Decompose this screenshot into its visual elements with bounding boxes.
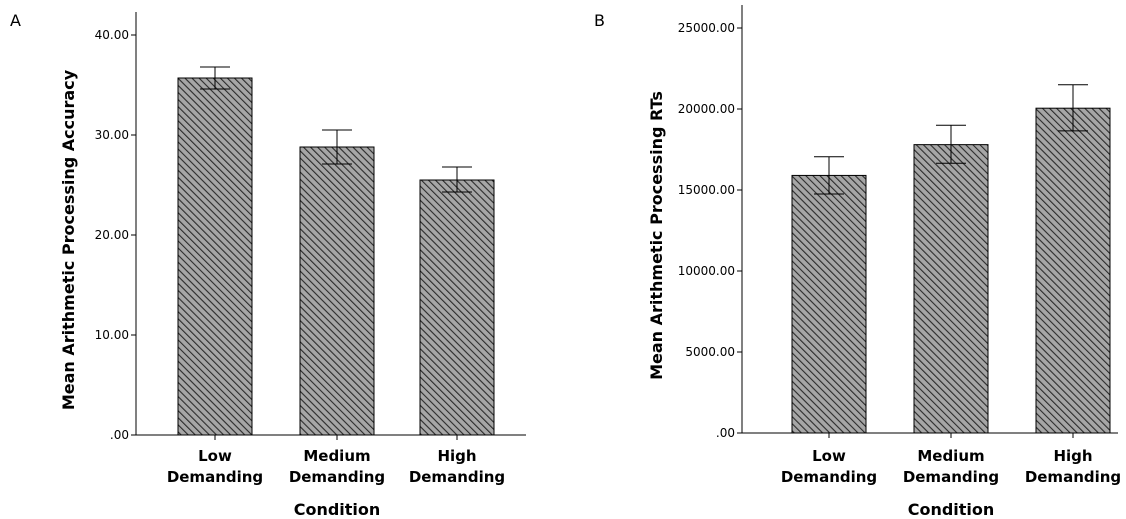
y-tick-label: .00 <box>716 426 735 440</box>
x-axis-label: Condition <box>294 500 381 519</box>
y-tick-label: 40.00 <box>95 28 129 42</box>
y-tick-label: 20000.00 <box>678 102 735 116</box>
x-tick-label: High <box>437 447 476 465</box>
x-tick-label: Demanding <box>167 468 263 486</box>
x-tick-label: Low <box>812 447 846 465</box>
y-axis-label: Mean Arithmetic Processing Accuracy <box>59 69 78 410</box>
y-tick-label: 10000.00 <box>678 264 735 278</box>
y-tick-label: 10.00 <box>95 328 129 342</box>
panel-label: A <box>10 11 21 30</box>
x-tick-label: High <box>1053 447 1092 465</box>
bar <box>177 77 253 436</box>
x-tick-label: Demanding <box>289 468 385 486</box>
x-tick-label: Demanding <box>781 468 877 486</box>
bar <box>913 144 989 434</box>
y-tick-label: 20.00 <box>95 228 129 242</box>
x-tick-label: Low <box>198 447 232 465</box>
bar <box>791 174 867 434</box>
bar <box>299 146 375 436</box>
y-tick-label: 25000.00 <box>678 21 735 35</box>
x-axis-label: Condition <box>908 500 995 519</box>
panel-label: B <box>594 11 605 30</box>
x-tick-label: Demanding <box>409 468 505 486</box>
y-tick-label: 15000.00 <box>678 183 735 197</box>
y-axis-label: Mean Arithmetic Processing RTs <box>647 91 666 380</box>
bar <box>1035 107 1111 434</box>
y-tick-label: 30.00 <box>95 128 129 142</box>
x-tick-label: Demanding <box>903 468 999 486</box>
y-tick-label: .00 <box>110 428 129 442</box>
bar <box>419 179 495 436</box>
x-tick-label: Medium <box>917 447 984 465</box>
y-tick-label: 5000.00 <box>685 345 735 359</box>
x-tick-label: Demanding <box>1025 468 1121 486</box>
x-tick-label: Medium <box>303 447 370 465</box>
